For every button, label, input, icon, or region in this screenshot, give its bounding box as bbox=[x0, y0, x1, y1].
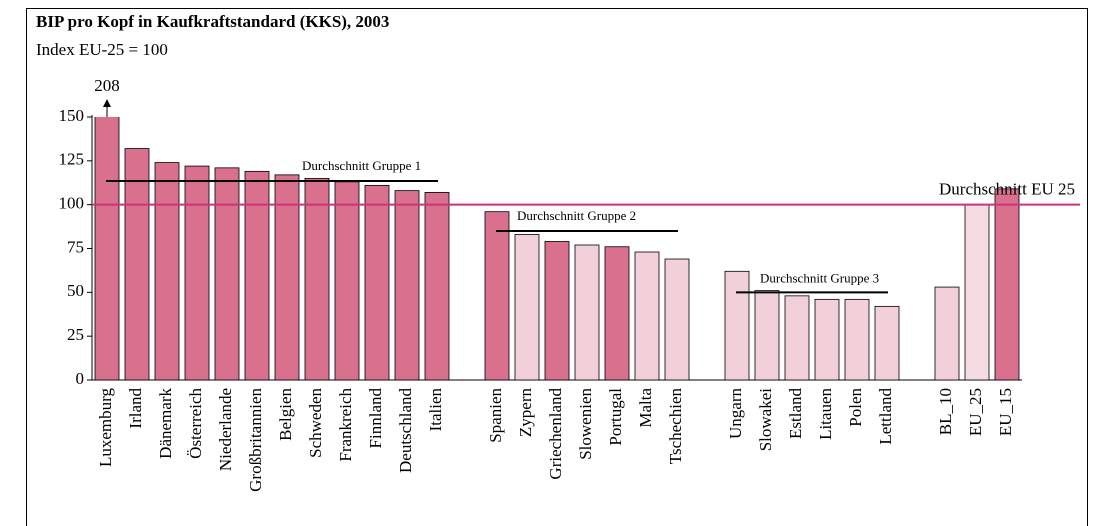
x-tick-label: Niederlande bbox=[216, 388, 235, 471]
reference-label: Durchschnitt Gruppe 2 bbox=[517, 208, 636, 223]
bar bbox=[364, 184, 390, 381]
y-tick-label: 0 bbox=[76, 369, 85, 388]
bar bbox=[304, 177, 330, 381]
x-tick-label: Lettland bbox=[876, 388, 895, 445]
x-tick-label: Polen bbox=[846, 388, 865, 427]
y-tick-label: 150 bbox=[59, 106, 85, 125]
x-tick-label: Griechenland bbox=[546, 388, 565, 480]
bar bbox=[514, 234, 540, 381]
bar bbox=[124, 148, 150, 381]
bar bbox=[934, 286, 960, 381]
bar bbox=[604, 246, 630, 381]
x-tick-label: Finnland bbox=[366, 388, 385, 449]
x-tick-label: Deutschland bbox=[396, 388, 415, 473]
bar bbox=[784, 295, 810, 381]
bar bbox=[484, 211, 510, 381]
y-tick-label: 75 bbox=[67, 237, 84, 256]
bar bbox=[424, 191, 450, 381]
x-tick-label: Belgien bbox=[276, 388, 295, 441]
x-tick-label: Österreich bbox=[186, 388, 205, 459]
bar bbox=[964, 204, 990, 381]
x-tick-label: Dänemark bbox=[156, 388, 175, 459]
chart-title: BIP pro Kopf in Kaufkraftstandard (KKS),… bbox=[36, 12, 389, 31]
arrow-head bbox=[103, 99, 111, 107]
y-tick-label: 25 bbox=[67, 325, 84, 344]
chart-subtitle: Index EU-25 = 100 bbox=[36, 40, 168, 59]
x-tick-label: EU_15 bbox=[996, 388, 1015, 436]
bar bbox=[244, 170, 270, 381]
bar bbox=[184, 165, 210, 381]
bar bbox=[334, 181, 360, 381]
y-tick-label: 125 bbox=[59, 150, 85, 169]
x-tick-label: Tschechien bbox=[666, 388, 685, 465]
x-tick-label: Estland bbox=[786, 388, 805, 439]
x-tick-label: Frankreich bbox=[336, 388, 355, 462]
x-tick-label: Großbritannien bbox=[246, 388, 265, 492]
bar bbox=[844, 298, 870, 381]
bar bbox=[274, 174, 300, 381]
x-tick-label: Spanien bbox=[486, 388, 505, 443]
bar bbox=[394, 190, 420, 381]
x-tick-label: Ungarn bbox=[726, 388, 745, 439]
reference-label: Durchschnitt EU 25 bbox=[939, 180, 1075, 199]
x-tick-label: Portugal bbox=[606, 388, 625, 446]
bar bbox=[634, 251, 660, 381]
y-tick-label: 100 bbox=[59, 194, 85, 213]
x-tick-label: EU_25 bbox=[966, 388, 985, 436]
reference-label: Durchschnitt Gruppe 1 bbox=[302, 158, 421, 173]
bar bbox=[724, 270, 750, 381]
x-tick-label: Zypern bbox=[516, 388, 535, 438]
bar bbox=[664, 258, 690, 381]
frame bbox=[26, 8, 1088, 526]
x-tick-label: Slowakei bbox=[756, 388, 775, 452]
bar bbox=[574, 244, 600, 381]
bar bbox=[94, 117, 120, 381]
value-label: 208 bbox=[94, 76, 120, 95]
reference-label: Durchschnitt Gruppe 3 bbox=[760, 270, 879, 285]
y-tick-label: 50 bbox=[67, 281, 84, 300]
x-tick-label: Malta bbox=[636, 388, 655, 428]
bar bbox=[544, 241, 570, 381]
x-tick-label: BL_10 bbox=[936, 388, 955, 435]
x-tick-label: Litauen bbox=[816, 388, 835, 440]
plot-area bbox=[94, 117, 1020, 381]
x-tick-label: Slowenien bbox=[576, 388, 595, 460]
bar bbox=[814, 298, 840, 381]
x-tick-label: Luxemburg bbox=[96, 388, 115, 468]
bar bbox=[214, 167, 240, 381]
bar bbox=[994, 188, 1020, 381]
bar bbox=[874, 305, 900, 381]
bar bbox=[754, 290, 780, 381]
x-tick-label: Irland bbox=[126, 388, 145, 429]
bar bbox=[154, 162, 180, 381]
x-tick-label: Italien bbox=[426, 388, 445, 432]
x-tick-label: Schweden bbox=[306, 388, 325, 458]
